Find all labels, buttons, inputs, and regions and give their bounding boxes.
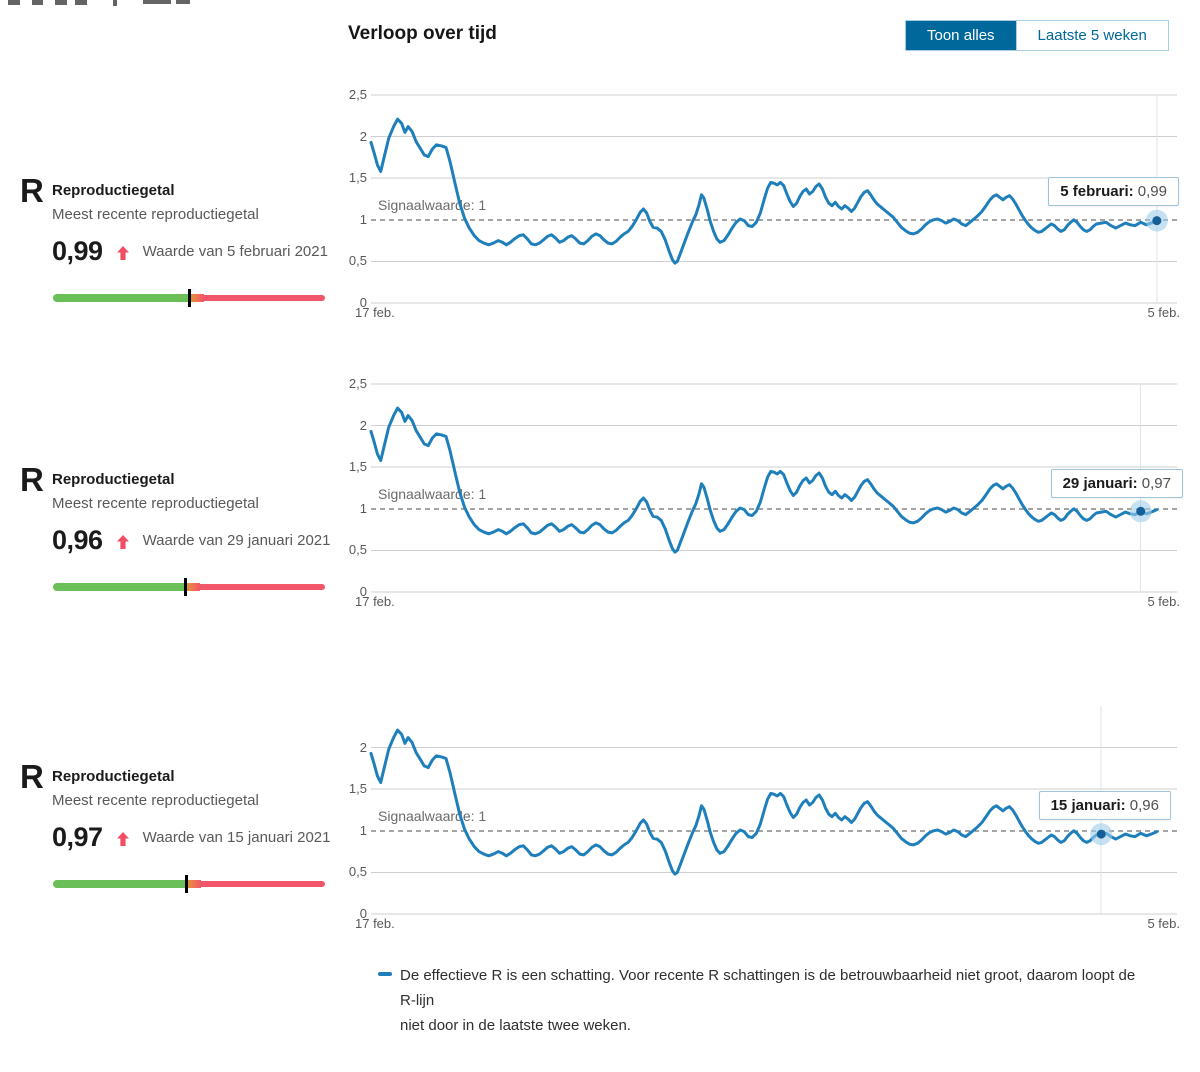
trend-up-icon <box>116 534 129 549</box>
y-axis-tick-label: 2 <box>359 128 367 144</box>
panel-subtitle: Meest recente reproductiegetal <box>52 792 259 809</box>
y-axis-tick-label: 2 <box>359 417 367 433</box>
bar-value-marker <box>187 289 191 307</box>
chart-tooltip: 5 februari: 0,99 <box>1048 177 1179 206</box>
y-axis: 2,5 2 1,5 1 0,5 0 <box>337 87 367 310</box>
legend-text: De effectieve R is een schatting. Voor r… <box>400 967 1136 1034</box>
value-date-caption: Waarde van 29 januari 2021 <box>142 532 331 549</box>
r-over-time-chart-1: 2,5 2 1,5 1 0,5 0 Signaalwaarde: 1 17 feb. 5 … <box>337 87 1183 327</box>
clipped-pixel-artifact <box>143 0 171 4</box>
metric-panel-1: R Reproductiegetal Meest recente reprodu… <box>20 172 335 311</box>
chart-legend: De effectieve R is een schatting. Voor r… <box>378 963 1148 1038</box>
r-scale-bar <box>53 578 325 596</box>
bar-value-marker <box>184 875 188 893</box>
x-axis-start-label: 17 feb. <box>355 305 395 320</box>
y-axis-tick-label: 1 <box>359 500 367 516</box>
y-axis-tick-label: 1,5 <box>348 459 367 475</box>
clipped-pixel-artifact <box>8 0 20 5</box>
trend-up-icon <box>116 245 129 260</box>
y-axis-tick-label: 0,5 <box>348 253 367 269</box>
y-axis-tick-label: 0,5 <box>348 864 367 880</box>
value-date-caption: Waarde van 15 januari 2021 <box>142 829 331 846</box>
y-axis-tick-label: 2,5 <box>348 376 367 391</box>
r-value: 0,99 <box>52 236 103 266</box>
r-scale-bar <box>53 875 325 893</box>
y-axis-tick-label: 1 <box>359 822 367 838</box>
r-scale-bar <box>53 289 325 307</box>
panel-subtitle: Meest recente reproductiegetal <box>52 206 259 223</box>
y-axis-tick-label: 0,5 <box>348 542 367 558</box>
clipped-pixel-artifact <box>176 0 190 4</box>
highlight-dot[interactable] <box>1136 506 1146 516</box>
panel-subtitle: Meest recente reproductiegetal <box>52 495 259 512</box>
bar-warning-zone <box>187 294 204 302</box>
chart-plot-area[interactable] <box>369 94 1177 304</box>
y-axis-tick-label: 0 <box>359 584 367 599</box>
highlight-dot[interactable] <box>1152 216 1162 226</box>
y-axis-tick-label: 2,5 <box>348 87 367 102</box>
clipped-pixel-artifact <box>32 0 43 5</box>
time-range-toggle: Toon alles Laatste 5 weken <box>905 20 1169 51</box>
y-axis-tick-label: 1 <box>359 211 367 227</box>
y-axis: 2 1,5 1 0,5 0 <box>337 706 367 921</box>
page-title: Verloop over tijd <box>348 23 497 44</box>
y-axis-tick-label: 1,5 <box>348 781 367 797</box>
x-axis-end-label: 5 feb. <box>1147 594 1180 609</box>
metric-panel-3: R Reproductiegetal Meest recente reprodu… <box>20 758 335 897</box>
clipped-pixel-artifact <box>55 0 67 5</box>
bar-danger-zone <box>203 295 325 301</box>
r-value: 0,96 <box>52 525 103 555</box>
x-axis-end-label: 5 feb. <box>1147 305 1180 320</box>
trend-up-icon <box>116 831 129 846</box>
value-date-caption: Waarde van 5 februari 2021 <box>142 243 328 260</box>
x-axis-start-label: 17 feb. <box>355 594 395 609</box>
chart-plot-area[interactable] <box>369 706 1177 915</box>
r-over-time-chart-2: 2,5 2 1,5 1 0,5 0 Signaalwaarde: 1 17 feb. 5 … <box>337 376 1183 616</box>
x-axis-start-label: 17 feb. <box>355 916 395 931</box>
bar-value-marker <box>183 578 187 596</box>
y-axis-tick-label: 1,5 <box>348 170 367 186</box>
bar-green-zone <box>53 880 185 888</box>
y-axis-tick-label: 0 <box>359 906 367 921</box>
chart-tooltip: 29 januari: 0,97 <box>1050 469 1183 498</box>
r-symbol: R <box>20 461 44 498</box>
clipped-pixel-artifact <box>113 0 117 6</box>
metric-panel-2: R Reproductiegetal Meest recente reprodu… <box>20 461 335 600</box>
bar-warning-zone <box>183 583 200 591</box>
r-symbol: R <box>20 758 44 795</box>
y-axis-tick-label: 2 <box>359 739 367 755</box>
line-swatch-icon <box>378 972 392 976</box>
chart-plot-area[interactable] <box>369 383 1177 593</box>
y-axis: 2,5 2 1,5 1 0,5 0 <box>337 376 367 599</box>
panel-title: Reproductiegetal <box>52 182 175 199</box>
toggle-last-5-weeks-button[interactable]: Laatste 5 weken <box>1015 21 1168 50</box>
bar-green-zone <box>53 583 184 591</box>
x-axis-end-label: 5 feb. <box>1147 916 1180 931</box>
toggle-show-all-button[interactable]: Toon alles <box>906 21 1016 50</box>
bar-danger-zone <box>200 881 325 887</box>
bar-warning-zone <box>184 880 201 888</box>
r-symbol: R <box>20 172 44 209</box>
panel-title: Reproductiegetal <box>52 471 175 488</box>
chart-tooltip: 15 januari: 0,96 <box>1038 791 1171 820</box>
r-value: 0,97 <box>52 822 103 852</box>
bar-green-zone <box>53 294 188 302</box>
y-axis-tick-label: 0 <box>359 295 367 310</box>
panel-title: Reproductiegetal <box>52 768 175 785</box>
clipped-pixel-artifact <box>75 0 87 5</box>
highlight-dot[interactable] <box>1096 829 1106 839</box>
r-over-time-chart-3: 2 1,5 1 0,5 0 Signaalwaarde: 1 17 feb. 5 feb… <box>337 706 1183 938</box>
bar-danger-zone <box>199 584 325 590</box>
